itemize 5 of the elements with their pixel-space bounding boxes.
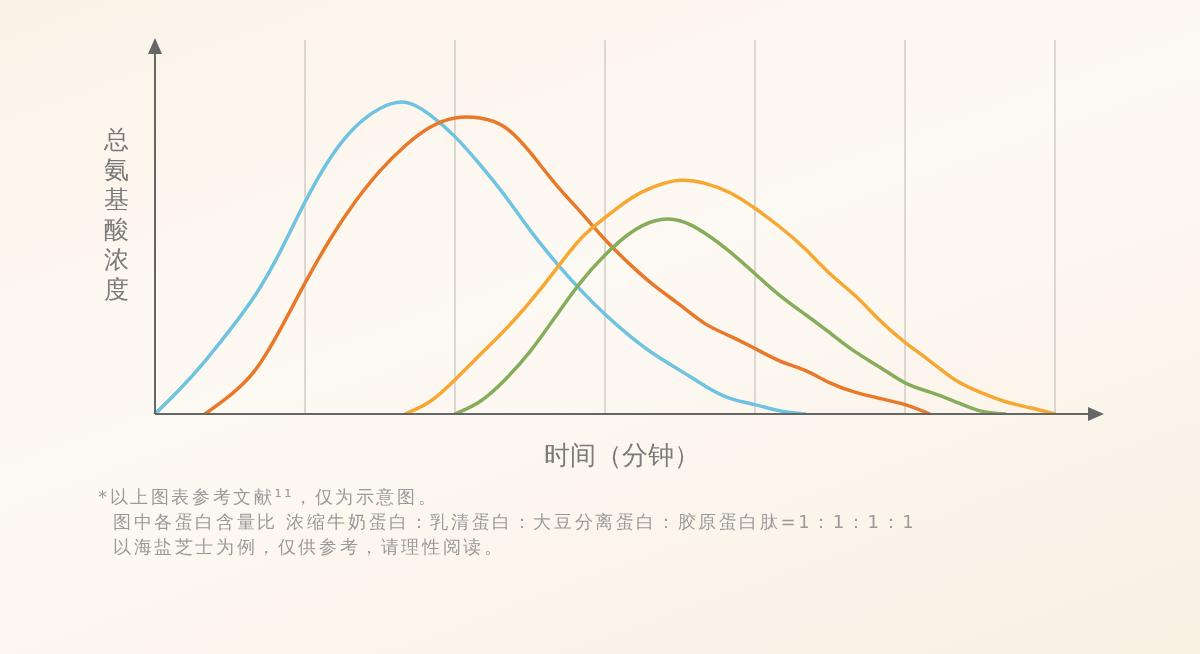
y-axis-title: 总氨基酸浓度 xyxy=(104,125,130,305)
text: *以上图表参考文献¹¹，仅为示意图。 xyxy=(98,485,440,509)
text: 以海盐芝士为例，仅供参考，请理性阅读。 xyxy=(112,535,506,559)
text: 图中各蛋白含量比 浓缩牛奶蛋白：乳清蛋白：大豆分离蛋白：胶原蛋白肽=1：1：1：1 xyxy=(112,510,917,534)
x-axis-title: 时间（分钟） xyxy=(543,440,700,470)
